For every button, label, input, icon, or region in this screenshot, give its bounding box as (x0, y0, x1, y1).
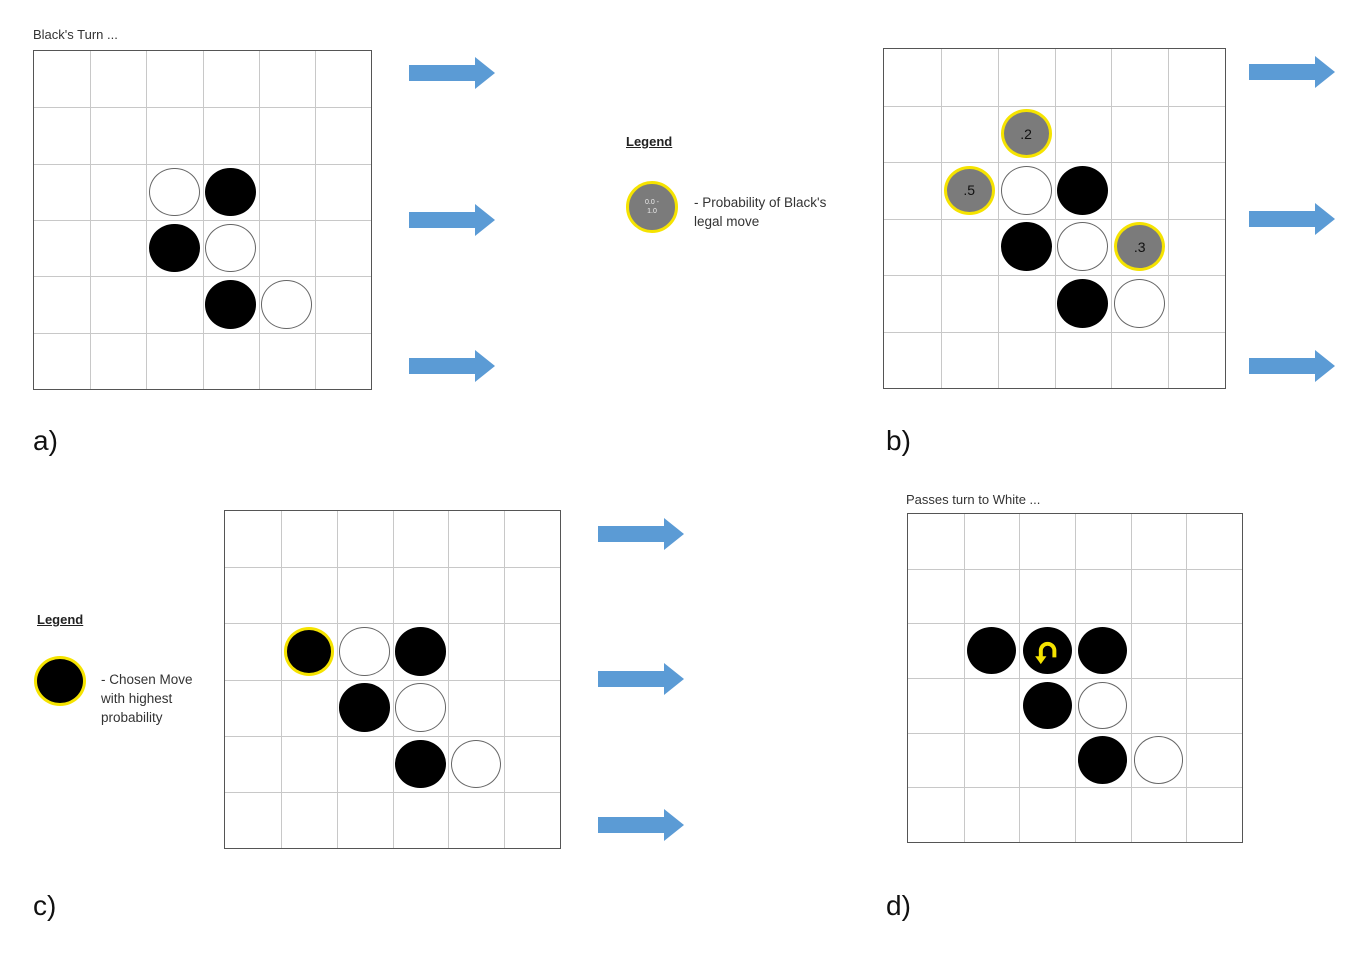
grid-line-horizontal (34, 163, 371, 165)
chosen-stone (283, 627, 334, 676)
black-stone (1057, 278, 1109, 328)
grid-line-horizontal (884, 218, 1225, 220)
white-stone (1133, 736, 1184, 784)
grid-line-horizontal (908, 732, 1242, 734)
grid-line-horizontal (884, 162, 1225, 163)
panel-d-caption: Passes turn to White ... (906, 492, 1041, 507)
grid-line-horizontal (34, 220, 371, 221)
probability-value: .3 (1133, 238, 1146, 255)
panel-c-label: c) (33, 890, 57, 921)
panel-b-label: b) (886, 425, 911, 456)
probability-value: .2 (1020, 125, 1032, 142)
black-stone (966, 627, 1017, 675)
panel-a-caption: Black's Turn ... (33, 27, 118, 42)
black-stone (149, 223, 200, 273)
panel-a-label: a) (33, 425, 58, 456)
grid-line-horizontal (884, 105, 1225, 107)
prob-stone: .5 (943, 165, 995, 215)
grid-line-horizontal (908, 568, 1242, 570)
black-stone (1000, 222, 1052, 272)
black-stone (1078, 627, 1128, 675)
grid-line-horizontal (225, 679, 560, 681)
panel-d-label: d) (886, 890, 911, 921)
grid-line-horizontal (908, 623, 1242, 625)
arrow-b-2 (1249, 203, 1335, 235)
arrow-a-2 (409, 204, 495, 236)
flipped-stone (1022, 627, 1072, 675)
probability-value: .5 (963, 182, 976, 199)
white-stone (395, 683, 446, 732)
board-b: .2 .5 .3 (883, 48, 1226, 389)
black-stone (1078, 736, 1128, 784)
board-d (907, 513, 1243, 843)
prob-stone: .2 (1000, 109, 1052, 159)
arrow-a-3 (409, 350, 495, 382)
white-stone (1078, 681, 1128, 729)
white-stone (339, 627, 390, 676)
white-stone (1000, 165, 1052, 215)
legend-b-description: - Probability of Black's legal move (694, 195, 827, 229)
white-stone (261, 280, 313, 329)
grid-line-horizontal (225, 735, 560, 737)
white-stone (1057, 222, 1109, 272)
board-a (33, 50, 372, 390)
legend-c-symbol (34, 656, 86, 706)
legend-c-description: - Chosen Move with highest probability (101, 672, 193, 725)
board-c (224, 510, 561, 849)
white-stone (1114, 278, 1166, 328)
grid-line-horizontal (908, 787, 1242, 789)
arrow-b-1 (1249, 56, 1335, 88)
grid-line-horizontal (34, 276, 371, 278)
black-stone (395, 627, 446, 676)
flip-arrow-icon (1034, 641, 1056, 665)
grid-line-horizontal (225, 791, 560, 793)
black-stone (205, 280, 256, 329)
grid-line-horizontal (34, 332, 371, 334)
legend-b-symbol: 0.0 -1.0 (626, 181, 678, 233)
black-stone (1057, 165, 1109, 215)
prob-stone: .3 (1114, 222, 1166, 272)
legend-b-symbol-text: 0.0 -1.0 (644, 199, 659, 215)
legend-b-title: Legend (626, 134, 673, 149)
white-stone (149, 167, 200, 217)
grid-line-horizontal (34, 107, 371, 109)
arrow-c-1 (598, 518, 684, 550)
black-stone (205, 167, 256, 217)
white-stone (451, 739, 502, 788)
black-stone (339, 683, 390, 732)
arrow-c-3 (598, 809, 684, 841)
arrow-c-2 (598, 663, 684, 695)
grid-line-horizontal (225, 567, 560, 569)
grid-line-horizontal (884, 331, 1225, 333)
grid-line-horizontal (225, 623, 560, 625)
black-stone (395, 739, 446, 788)
white-stone (205, 223, 256, 273)
arrow-a-1 (409, 57, 495, 89)
grid-line-horizontal (884, 275, 1225, 276)
legend-c-title: Legend (37, 612, 84, 627)
arrow-b-3 (1249, 350, 1335, 382)
black-stone (1022, 681, 1072, 729)
grid-line-horizontal (908, 678, 1242, 679)
